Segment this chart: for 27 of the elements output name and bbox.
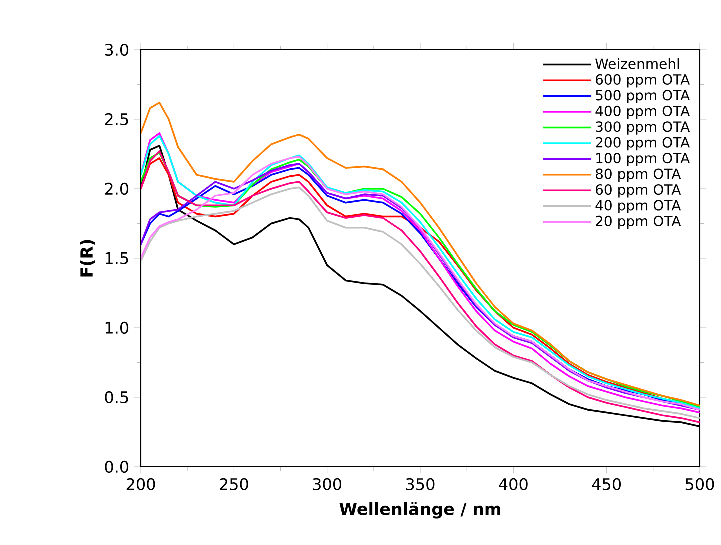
legend-label: 60 ppm OTA xyxy=(596,184,682,198)
legend-label: 400 ppm OTA xyxy=(596,106,690,120)
legend-label: 80 ppm OTA xyxy=(596,168,682,182)
y-tick-label: 2.5 xyxy=(105,113,128,126)
x-tick-label: 400 xyxy=(499,478,528,490)
x-tick-label: 500 xyxy=(686,478,714,490)
legend-label: 100 ppm OTA xyxy=(596,153,690,166)
x-tick-label: 200 xyxy=(126,478,156,490)
x-axis-title: Wellenlänge / nm xyxy=(340,502,501,519)
y-tick-label: 3.0 xyxy=(105,44,129,56)
y-tick-label: 0.0 xyxy=(105,460,129,474)
y-tick-label: 1.0 xyxy=(106,322,129,334)
y-tick-label: 2.0 xyxy=(105,182,129,196)
y-tick-label: 1.5 xyxy=(106,252,128,264)
legend-label: 300 ppm OTA xyxy=(596,122,690,135)
y-axis-title: F(R) xyxy=(80,240,96,277)
x-tick-label: 450 xyxy=(592,478,622,490)
legend-label: Weizenmehl xyxy=(596,58,680,70)
x-tick-label: 350 xyxy=(406,478,435,490)
legend-label: 500 ppm OTA xyxy=(596,90,690,104)
x-tick-label: 300 xyxy=(313,478,342,490)
legend-label: 20 ppm OTA xyxy=(596,216,682,230)
x-tick-label: 250 xyxy=(220,478,248,490)
legend-label: 600 ppm OTA xyxy=(596,74,690,88)
legend-label: 40 ppm OTA xyxy=(596,200,682,214)
y-tick-label: 0.5 xyxy=(105,391,128,404)
legend-label: 200 ppm OTA xyxy=(596,137,690,151)
